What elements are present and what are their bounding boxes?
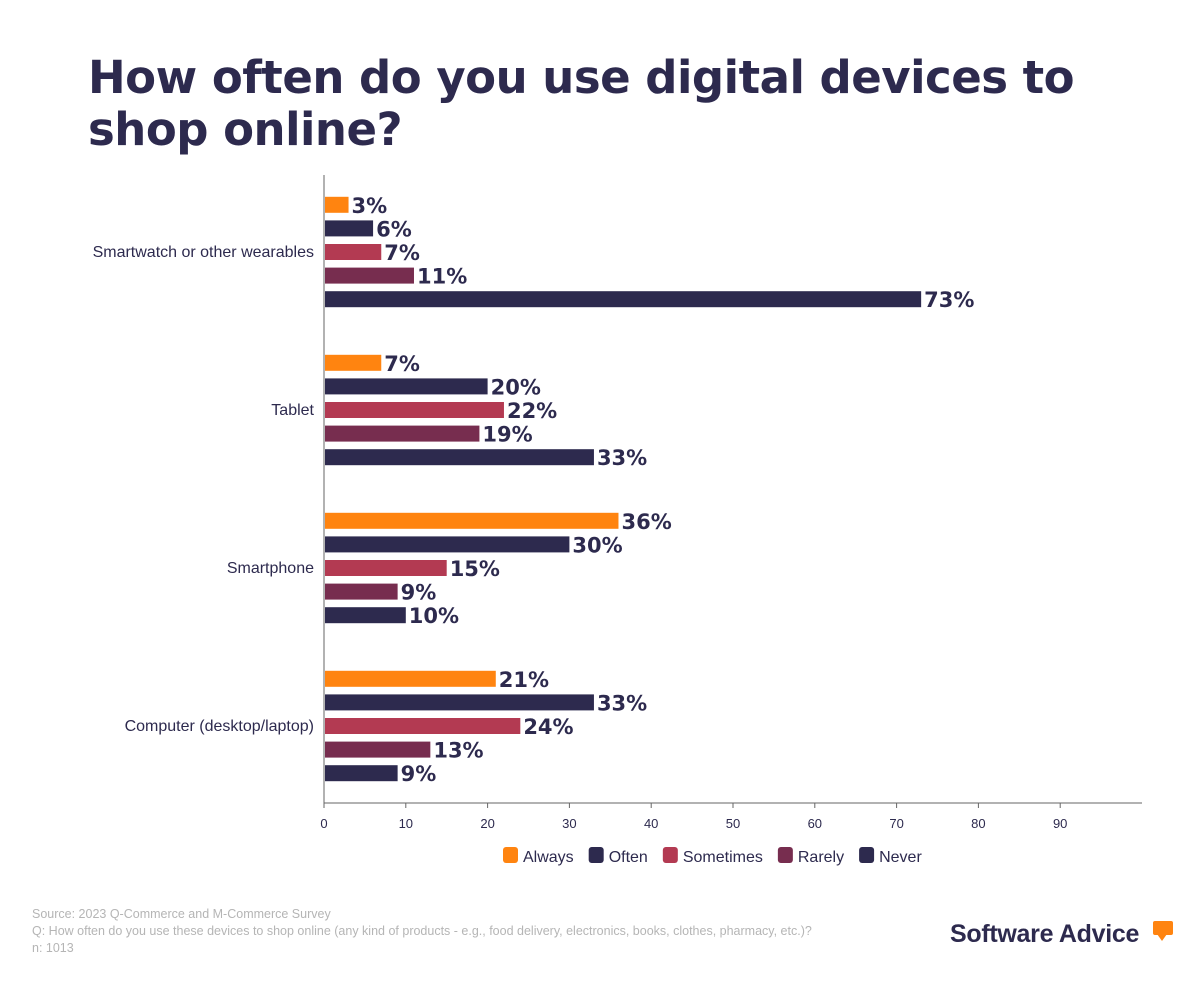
data-label: 22% xyxy=(507,399,557,423)
data-label: 6% xyxy=(376,217,412,241)
data-label: 21% xyxy=(499,668,549,692)
bar-always xyxy=(325,670,496,687)
bar-never xyxy=(325,291,922,308)
category-label: Computer (desktop/laptop) xyxy=(125,718,314,735)
x-tick-label: 70 xyxy=(889,816,903,831)
bar-often xyxy=(325,220,374,237)
bar-often xyxy=(325,694,594,711)
data-label: 9% xyxy=(401,581,437,605)
data-label: 20% xyxy=(491,375,541,399)
bar-always xyxy=(325,512,619,529)
data-label: 7% xyxy=(384,241,420,265)
bar-often xyxy=(325,536,570,553)
data-label: 9% xyxy=(401,762,437,786)
data-label: 10% xyxy=(409,604,459,628)
sample-size: n: 1013 xyxy=(32,941,74,955)
data-label: 30% xyxy=(572,533,622,557)
x-tick-label: 60 xyxy=(808,816,822,831)
x-tick-label: 90 xyxy=(1053,816,1067,831)
bar-never xyxy=(325,765,398,782)
category-label: Smartwatch or other wearables xyxy=(93,244,314,261)
x-tick-label: 20 xyxy=(480,816,494,831)
data-label: 33% xyxy=(597,691,647,715)
bar-rarely xyxy=(325,425,480,442)
x-tick-label: 40 xyxy=(644,816,658,831)
bar-sometimes xyxy=(325,244,382,260)
data-label: 33% xyxy=(597,446,647,470)
x-tick-label: 10 xyxy=(399,816,413,831)
legend-swatch-never xyxy=(859,847,875,863)
data-label: 36% xyxy=(621,510,671,534)
bar-never xyxy=(325,449,594,466)
speech-bubble-tail-icon xyxy=(1157,934,1167,941)
software-advice-logo: Software Advice xyxy=(950,920,1140,948)
footer: Source: 2023 Q-Commerce and M-Commerce S… xyxy=(32,906,812,957)
bar-always xyxy=(325,196,349,213)
category-label: Tablet xyxy=(271,402,314,419)
category-label: Smartphone xyxy=(227,560,314,577)
question-note: Q: How often do you use these devices to… xyxy=(32,924,812,938)
legend-label: Often xyxy=(609,849,648,866)
bar-sometimes xyxy=(325,560,447,576)
x-tick-label: 0 xyxy=(320,816,327,831)
bar-always xyxy=(325,354,382,371)
bar-rarely xyxy=(325,741,431,758)
bar-rarely xyxy=(325,267,414,284)
data-label: 73% xyxy=(924,288,974,312)
legend-swatch-sometimes xyxy=(662,847,678,863)
data-label: 15% xyxy=(450,557,500,581)
bar-often xyxy=(325,378,488,395)
data-label: 11% xyxy=(417,265,467,289)
bar-sometimes xyxy=(325,402,504,418)
speech-bubble-icon xyxy=(1153,921,1173,935)
bar-never xyxy=(325,607,406,624)
chart-title: How often do you use digital devices to … xyxy=(88,51,1075,156)
legend-label: Sometimes xyxy=(683,849,763,866)
legend-swatch-always xyxy=(503,847,518,863)
bar-rarely xyxy=(325,583,398,600)
x-tick-label: 80 xyxy=(971,816,985,831)
legend-label: Rarely xyxy=(798,849,844,866)
data-label: 24% xyxy=(523,715,573,739)
source-note: Source: 2023 Q-Commerce and M-Commerce S… xyxy=(32,907,331,921)
data-label: 3% xyxy=(352,194,388,218)
data-label: 19% xyxy=(482,423,532,447)
bar-sometimes xyxy=(325,718,521,734)
data-label: 13% xyxy=(433,739,483,763)
legend-swatch-rarely xyxy=(777,847,793,863)
x-tick-label: 30 xyxy=(562,816,576,831)
x-tick-label: 50 xyxy=(726,816,740,831)
legend-label: Never xyxy=(879,849,922,866)
legend-swatch-often xyxy=(588,847,604,863)
legend-label: Always xyxy=(523,849,574,866)
data-label: 7% xyxy=(384,352,420,376)
